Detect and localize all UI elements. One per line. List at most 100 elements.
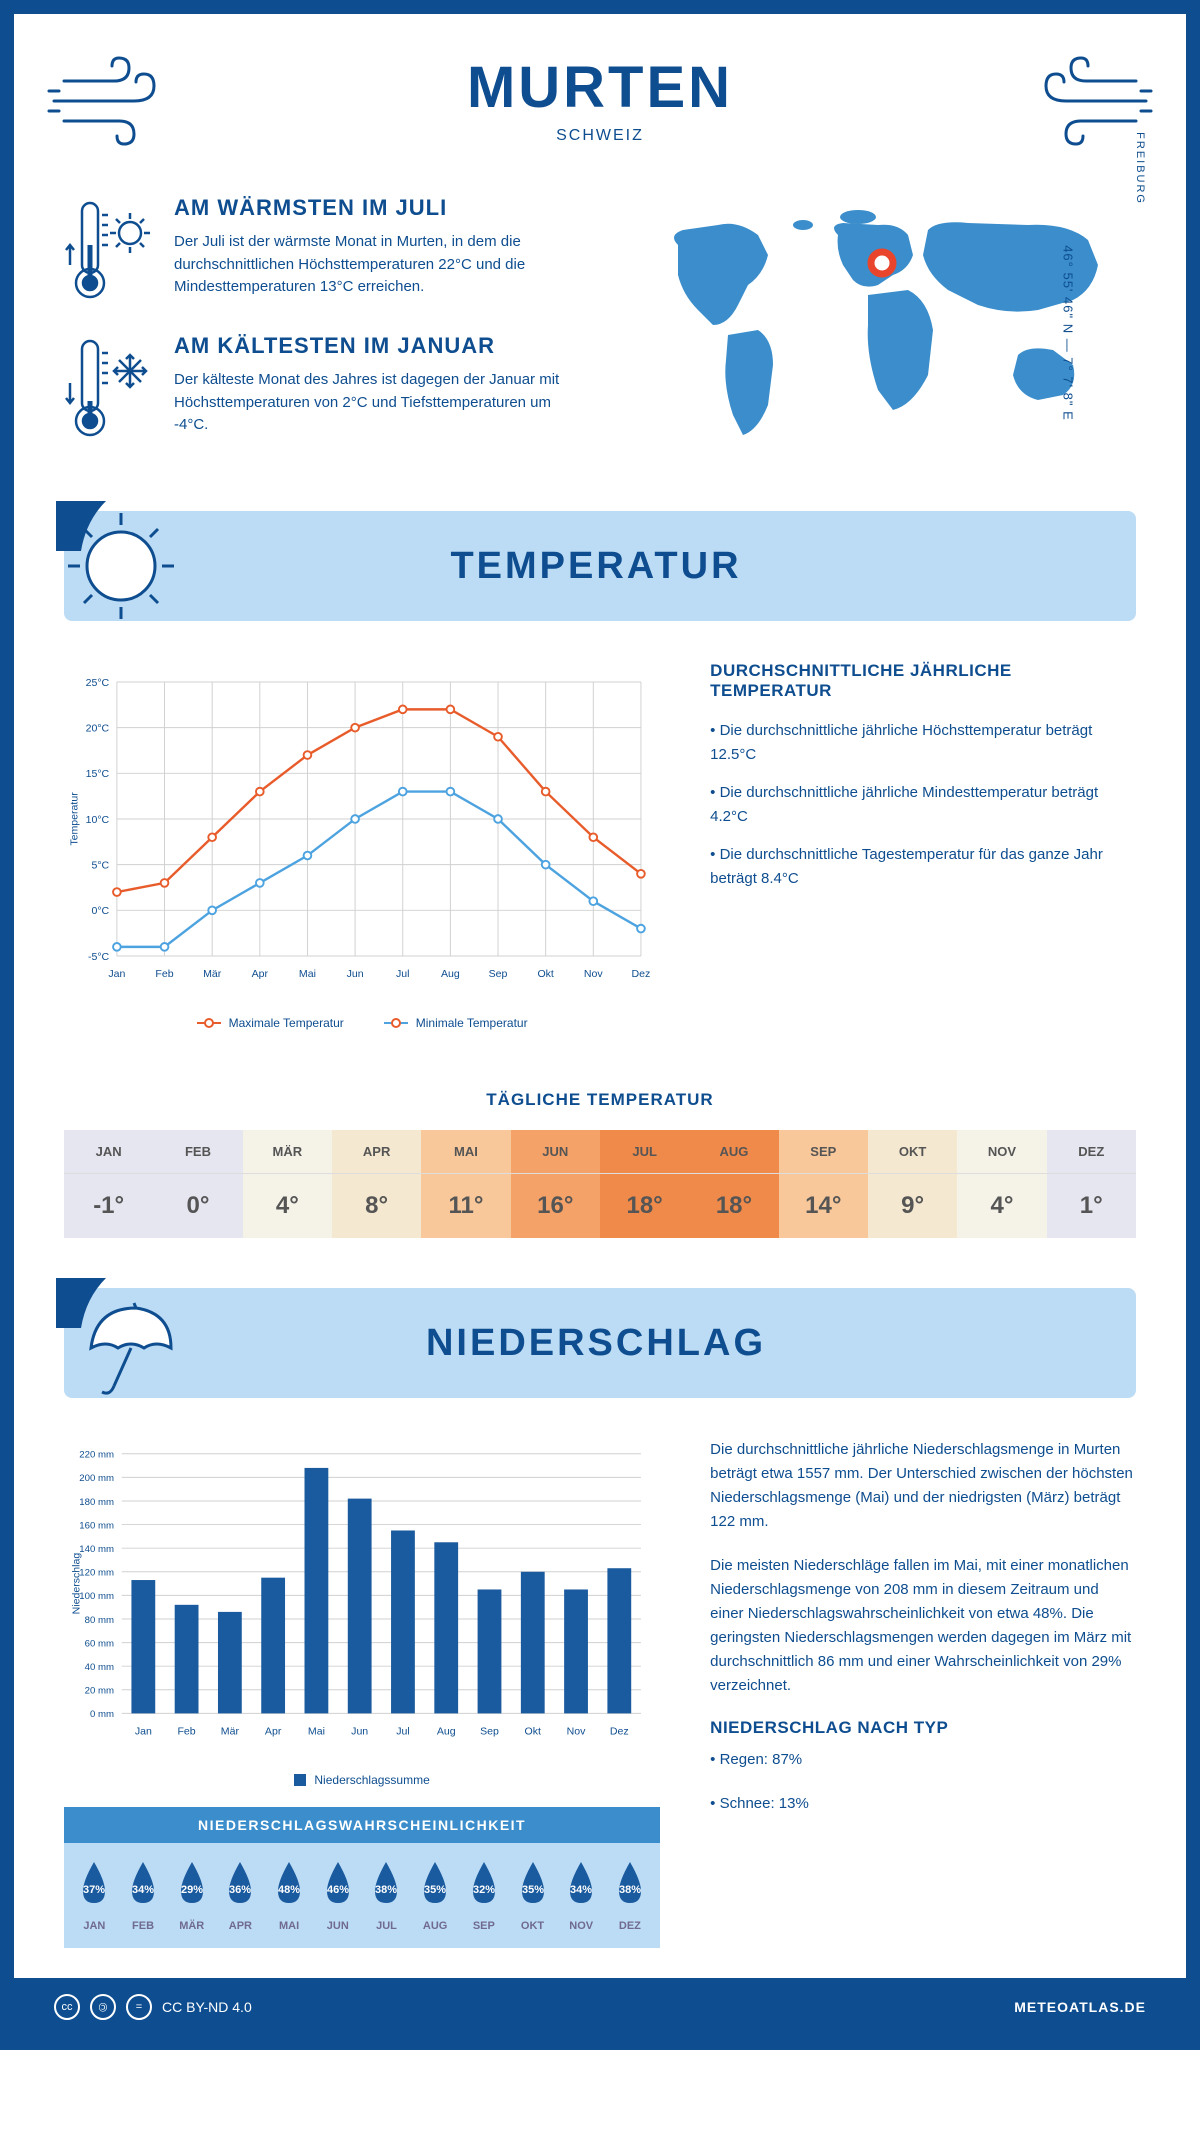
daily-temp-table: JAN-1°FEB0°MÄR4°APR8°MAI11°JUN16°JUL18°A… [64,1130,1136,1238]
svg-text:10°C: 10°C [86,814,110,826]
svg-text:Feb: Feb [177,1726,195,1738]
daily-value: 0° [153,1174,242,1238]
svg-text:38%: 38% [375,1884,397,1896]
cc-icon: cc [54,1994,80,2020]
svg-text:Nov: Nov [567,1726,587,1738]
raindrop-icon: 37% [75,1859,113,1907]
svg-text:Feb: Feb [155,968,173,980]
svg-text:-5°C: -5°C [88,951,110,963]
precipitation-section-header: NIEDERSCHLAG [64,1288,1136,1398]
svg-text:Mai: Mai [308,1726,325,1738]
svg-text:29%: 29% [181,1884,203,1896]
svg-text:Apr: Apr [265,1726,282,1738]
svg-text:37%: 37% [83,1884,105,1896]
daily-month: DEZ [1047,1130,1136,1174]
raindrop-icon: 36% [221,1859,259,1907]
precip-type-bullet: • Regen: 87% [710,1748,1136,1772]
warmest-text: Der Juli ist der wärmste Monat in Murten… [174,231,580,299]
thermometer-hot-icon [64,195,154,305]
precip-type-title: NIEDERSCHLAG NACH TYP [710,1718,1136,1738]
svg-text:20 mm: 20 mm [85,1686,114,1697]
header: MURTEN SCHWEIZ [14,14,1186,175]
svg-text:140 mm: 140 mm [79,1544,114,1555]
coldest-text: Der kälteste Monat des Jahres ist dagege… [174,369,580,437]
daily-value: 4° [957,1174,1046,1238]
svg-text:Dez: Dez [610,1726,629,1738]
svg-text:Jul: Jul [396,1726,410,1738]
temp-bullet: • Die durchschnittliche jährliche Mindes… [710,781,1136,829]
wind-icon [44,56,174,146]
coldest-block: AM KÄLTESTEN IM JANUAR Der kälteste Mona… [64,333,580,443]
svg-text:Dez: Dez [632,968,651,980]
prob-month: FEB [119,1920,168,1932]
temp-bullet: • Die durchschnittliche jährliche Höchst… [710,719,1136,767]
svg-text:Jan: Jan [135,1726,152,1738]
svg-text:35%: 35% [522,1884,544,1896]
svg-text:Apr: Apr [252,968,269,980]
precip-type-bullet: • Schnee: 13% [710,1792,1136,1816]
thermometer-cold-icon [64,333,154,443]
svg-text:0 mm: 0 mm [90,1709,114,1720]
temperature-chart: -5°C0°C5°C10°C15°C20°C25°CJanFebMärAprMa… [64,661,660,1001]
warmest-block: AM WÄRMSTEN IM JULI Der Juli ist der wär… [64,195,580,305]
daily-temp-title: TÄGLICHE TEMPERATUR [14,1090,1186,1110]
precipitation-chart: 0 mm20 mm40 mm60 mm80 mm100 mm120 mm140 … [64,1438,660,1758]
site-name: METEOATLAS.DE [1014,1999,1146,2015]
svg-text:Jun: Jun [351,1726,368,1738]
daily-month: MÄR [243,1130,332,1174]
svg-text:20°C: 20°C [86,722,110,734]
svg-text:48%: 48% [278,1884,300,1896]
svg-text:120 mm: 120 mm [79,1568,114,1579]
svg-text:Mai: Mai [299,968,316,980]
daily-value: -1° [64,1174,153,1238]
prob-month: APR [216,1920,265,1932]
daily-month: APR [332,1130,421,1174]
daily-month: AUG [689,1130,778,1174]
sun-icon [56,501,186,631]
precip-text: Die meisten Niederschläge fallen im Mai,… [710,1554,1136,1698]
prob-month: OKT [508,1920,557,1932]
svg-text:34%: 34% [570,1884,592,1896]
daily-value: 11° [421,1174,510,1238]
raindrop-icon: 32% [465,1859,503,1907]
daily-month: JAN [64,1130,153,1174]
raindrop-icon: 35% [514,1859,552,1907]
svg-text:34%: 34% [132,1884,154,1896]
daily-month: FEB [153,1130,242,1174]
svg-text:36%: 36% [229,1884,251,1896]
prob-month: NOV [557,1920,606,1932]
coldest-title: AM KÄLTESTEN IM JANUAR [174,333,580,359]
daily-month: OKT [868,1130,957,1174]
by-icon: 🄯 [90,1994,116,2020]
svg-text:220 mm: 220 mm [79,1450,114,1461]
svg-text:Temperatur: Temperatur [68,792,80,846]
daily-month: JUN [511,1130,600,1174]
daily-month: JUL [600,1130,689,1174]
svg-text:Jun: Jun [347,968,364,980]
probability-row: 37% JAN 34% FEB 29% MÄR 36% APR 48% MAI [64,1843,660,1948]
svg-text:5°C: 5°C [91,860,109,872]
temperature-section-header: TEMPERATUR [64,511,1136,621]
svg-text:Nov: Nov [584,968,604,980]
raindrop-icon: 38% [611,1859,649,1907]
svg-text:Jul: Jul [396,968,410,980]
raindrop-icon: 48% [270,1859,308,1907]
svg-text:Sep: Sep [489,968,508,980]
svg-text:60 mm: 60 mm [85,1638,114,1649]
svg-text:32%: 32% [473,1884,495,1896]
svg-text:0°C: 0°C [91,905,109,917]
daily-value: 16° [511,1174,600,1238]
svg-text:15°C: 15°C [86,768,110,780]
prob-month: JAN [70,1920,119,1932]
coordinates: 46° 55' 46" N — 7° 7' 8" E [1061,245,1076,421]
precipitation-title: NIEDERSCHLAG [186,1322,1136,1365]
svg-text:Mär: Mär [203,968,222,980]
temperature-legend: .legend-swatch:nth-child(1)::after{borde… [64,1016,660,1030]
nd-icon: = [126,1994,152,2020]
probability-title: NIEDERSCHLAGSWAHRSCHEINLICHKEIT [64,1807,660,1843]
svg-text:46%: 46% [327,1884,349,1896]
daily-value: 18° [689,1174,778,1238]
footer: cc 🄯 = CC BY-ND 4.0 METEOATLAS.DE [14,1978,1186,2036]
svg-text:Aug: Aug [437,1726,456,1738]
region: FREIBURG [1134,132,1146,205]
